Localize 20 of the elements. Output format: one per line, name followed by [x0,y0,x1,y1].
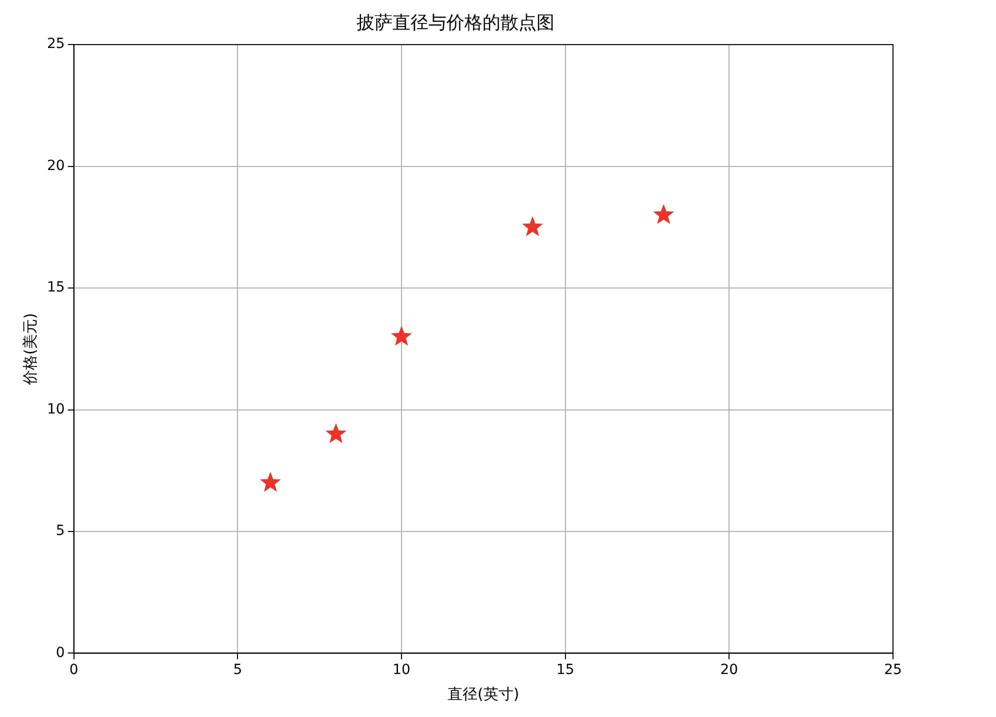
x-tick-label: 25 [884,662,902,678]
chart-title: 披萨直径与价格的散点图 [356,12,554,34]
x-axis-title: 直径(英寸) [448,684,520,703]
x-tick-label: 0 [69,662,78,678]
y-tick-label: 15 [46,280,65,296]
point [391,326,412,346]
point [325,423,346,444]
y-tick-label: 0 [56,644,65,661]
x-tick-label: 10 [392,662,410,678]
y-tick-label: 20 [46,158,65,174]
y-tick-label: 25 [46,36,65,52]
x-tick-label: 20 [720,662,738,678]
y-axis-title: 价格(美元) [20,313,39,386]
y-tick-label: 10 [46,401,65,418]
y-tick-label: 5 [56,523,65,540]
x-tick-label: 15 [556,662,574,678]
point [653,204,674,224]
point [260,472,281,492]
x-tick-label: 5 [233,662,242,678]
point [522,216,544,236]
